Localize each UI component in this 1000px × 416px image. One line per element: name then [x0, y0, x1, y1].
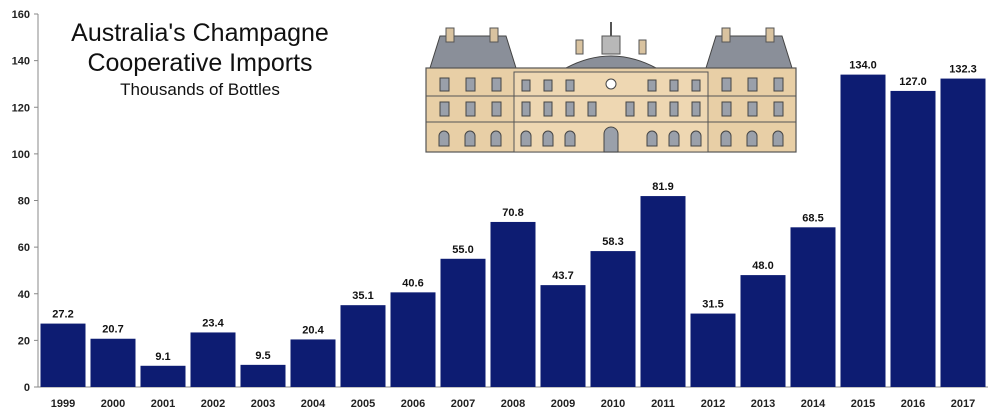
bar-1999: [40, 323, 86, 387]
data-label-2007: 55.0: [452, 244, 473, 256]
title-block: Australia's Champagne Cooperative Import…: [70, 18, 330, 102]
data-labels: 27.2 20.7 9.1 23.4 9.5 20.4 35.1 40.6 55.0 70.8 43…: [52, 60, 976, 363]
y-tick-label: 140: [12, 56, 30, 68]
bar-2014: [790, 227, 836, 387]
data-label-2011: 81.9: [652, 181, 673, 193]
x-tick-label: 1999: [51, 398, 75, 410]
data-label-2003: 9.5: [255, 350, 270, 362]
bar-2016: [890, 90, 936, 388]
bar-2005: [340, 305, 386, 387]
chart-title-line1: Australia's Champagne: [71, 19, 329, 47]
bar-2010: [590, 251, 636, 387]
x-tick-label: 2000: [101, 398, 125, 410]
bar-2008: [490, 221, 536, 387]
bar-2017: [940, 78, 986, 387]
x-tick-label: 2008: [501, 398, 525, 410]
chart-subtitle: Thousands of Bottles: [120, 80, 280, 99]
data-label-2012: 31.5: [702, 299, 723, 311]
bar-2007: [440, 258, 486, 387]
x-tick-label: 2004: [301, 398, 326, 410]
y-tick-labels: 0 20 40 60 80 100 120 140 160: [12, 9, 30, 394]
x-tick-label: 2002: [201, 398, 225, 410]
chateau-icon: [425, 22, 797, 153]
bar-2004: [290, 339, 336, 387]
data-label-2014: 68.5: [802, 212, 823, 224]
x-tick-label: 2006: [401, 398, 425, 410]
x-tick-label: 2010: [601, 398, 625, 410]
y-tick-label: 80: [18, 196, 30, 208]
bar-2013: [740, 275, 786, 387]
data-label-2010: 58.3: [602, 236, 623, 248]
y-tick-label: 100: [12, 149, 30, 161]
x-tick-label: 2007: [451, 398, 475, 410]
data-label-2002: 23.4: [202, 317, 224, 329]
data-label-2000: 20.7: [102, 324, 123, 336]
bar-2001: [140, 365, 186, 387]
x-tick-label: 2016: [901, 398, 925, 410]
y-tick-label: 160: [12, 9, 30, 21]
y-tick-label: 120: [12, 102, 30, 114]
data-label-2009: 43.7: [552, 270, 573, 282]
data-label-2001: 9.1: [155, 351, 170, 363]
y-tick-label: 0: [24, 382, 30, 394]
data-label-2013: 48.0: [752, 260, 773, 272]
x-tick-labels: 1999 2000 2001 2002 2003 2004 2005 2006 2007 2008…: [51, 398, 975, 410]
x-tick-label: 2011: [651, 398, 675, 410]
bar-2015: [840, 74, 886, 388]
data-label-2006: 40.6: [402, 277, 423, 289]
x-tick-label: 2013: [751, 398, 775, 410]
data-label-2017: 132.3: [949, 64, 977, 76]
bar-2003: [240, 364, 286, 387]
data-label-2015: 134.0: [849, 60, 877, 72]
bar-2011: [640, 196, 686, 387]
bar-2002: [190, 332, 236, 387]
bars: [40, 74, 986, 388]
y-tick-label: 40: [18, 289, 30, 301]
bar-2012: [690, 313, 736, 387]
x-tick-label: 2015: [851, 398, 875, 410]
x-tick-label: 2012: [701, 398, 725, 410]
y-tick-label: 20: [18, 335, 30, 347]
data-label-2008: 70.8: [502, 207, 523, 219]
chart-title-line2: Cooperative Imports: [87, 49, 313, 77]
bar-2006: [390, 292, 436, 387]
y-tick-label: 60: [18, 242, 30, 254]
data-label-1999: 27.2: [52, 309, 73, 321]
x-tick-label: 2014: [801, 398, 826, 410]
x-tick-label: 2017: [951, 398, 975, 410]
data-label-2005: 35.1: [352, 290, 373, 302]
bar-2000: [90, 338, 136, 387]
data-label-2004: 20.4: [302, 324, 324, 336]
x-tick-label: 2003: [251, 398, 275, 410]
data-label-2016: 127.0: [899, 76, 927, 88]
x-tick-label: 2001: [151, 398, 175, 410]
x-tick-label: 2005: [351, 398, 375, 410]
x-tick-label: 2009: [551, 398, 575, 410]
bar-2009: [540, 285, 586, 387]
